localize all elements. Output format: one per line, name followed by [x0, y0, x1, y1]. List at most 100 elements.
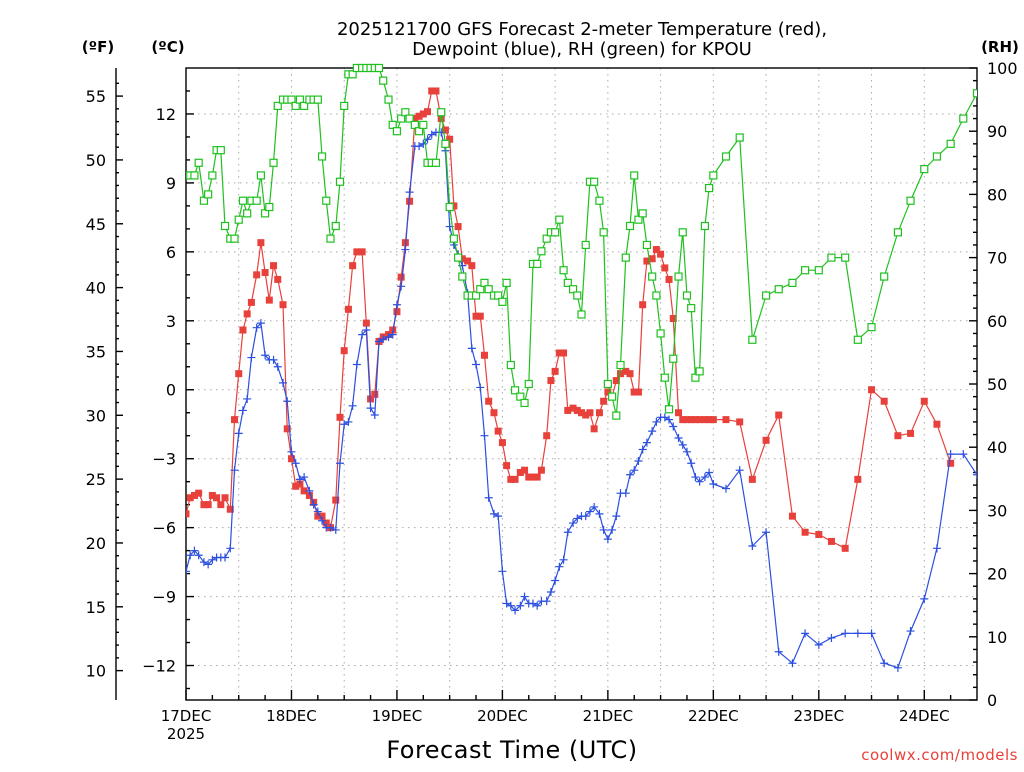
dewpoint-point	[762, 528, 771, 537]
dewpoint-point	[358, 330, 367, 339]
dewpoint-point	[973, 470, 977, 479]
dewpoint-point	[279, 378, 288, 387]
temperature-point	[300, 487, 308, 495]
temperature-point	[490, 409, 498, 417]
rh-point	[520, 398, 529, 408]
dewpoint-point	[384, 332, 393, 341]
temperature-point	[639, 301, 647, 309]
rh-point	[537, 247, 546, 256]
x-tick-label: 24DEC	[899, 707, 950, 725]
temperature-point	[446, 135, 454, 143]
dewpoint-point	[648, 427, 657, 436]
x-tick-label: 17DEC	[161, 707, 212, 725]
rh-point	[559, 266, 568, 275]
dewpoint-point	[467, 344, 476, 353]
rh-tick-label: 60	[987, 312, 1007, 331]
temperature-point	[634, 388, 642, 396]
dewpoint-point	[660, 413, 669, 422]
temperature-point	[213, 494, 221, 502]
temperature-point	[332, 496, 340, 504]
rh-point	[269, 158, 278, 167]
temperature-point	[595, 409, 603, 417]
temperature-point	[578, 409, 585, 417]
dewpoint-point	[516, 601, 525, 610]
dewpoint-point	[634, 456, 643, 465]
rh-point	[630, 171, 639, 180]
rh-point	[682, 291, 692, 300]
x-tick-label: 20DEC	[477, 707, 528, 725]
temperature-point	[648, 255, 656, 263]
dewpoint-point	[595, 509, 604, 518]
celsius-tick-label: 3	[166, 312, 176, 331]
dewpoint-point	[318, 516, 327, 525]
rh-point	[502, 278, 511, 287]
dewpoint-point	[669, 422, 678, 431]
rh-point	[291, 101, 300, 111]
temperature-point	[582, 411, 590, 419]
dewpoint-point	[427, 130, 436, 139]
temperature-point	[358, 248, 366, 256]
plot-frame	[185, 67, 978, 701]
dewpoint-point	[533, 601, 542, 610]
rh-point	[642, 240, 651, 250]
dewpoint-point	[199, 558, 208, 567]
rh-tick-label: 10	[987, 628, 1007, 647]
temperature-point	[279, 301, 287, 309]
temperature-point	[626, 370, 634, 378]
rh-point	[397, 114, 406, 123]
temperature-point	[393, 308, 401, 316]
dewpoint-point	[621, 489, 630, 498]
dewpoint-point	[401, 245, 410, 254]
dewpoint-point	[528, 599, 537, 608]
dewpoint-point	[247, 353, 256, 362]
temperature-point	[665, 275, 673, 283]
rh-point	[634, 215, 643, 224]
rh-point	[419, 120, 428, 129]
rh-point	[480, 278, 489, 287]
temperature-point	[657, 250, 665, 258]
dewpoint-point	[494, 512, 503, 521]
dewpoint-point	[612, 512, 621, 521]
dewpoint-point	[585, 507, 594, 516]
rh-tick-label: 20	[987, 565, 1007, 584]
temperature-point	[947, 459, 955, 467]
dewpoint-point	[581, 512, 590, 521]
rh-point	[208, 171, 217, 180]
rh-point	[533, 259, 542, 269]
celsius-tick-label: −3	[152, 450, 176, 469]
dewpoint-point	[226, 544, 235, 553]
dewpoint-point	[682, 447, 691, 456]
temperature-point	[511, 475, 519, 483]
temperature-point	[696, 416, 704, 424]
temperature-point	[186, 510, 190, 518]
rh-point	[379, 76, 388, 85]
rh-point	[216, 146, 225, 155]
temperature-point	[397, 273, 405, 281]
rh-point	[317, 152, 327, 161]
rh-point	[414, 127, 424, 136]
temperature-point	[498, 439, 506, 447]
dewpoint-point	[506, 601, 515, 610]
dewpoint-point	[678, 440, 687, 449]
rh-point	[687, 304, 696, 313]
rh-point	[458, 272, 467, 281]
temperature-point	[564, 406, 572, 414]
series-line-dewpoint	[186, 131, 977, 669]
rh-tick-label: 0	[987, 691, 997, 710]
rh-point	[256, 171, 265, 180]
dewpoint-point	[498, 567, 507, 576]
rh-point	[542, 234, 551, 243]
series-rh	[186, 63, 977, 420]
dewpoint-point	[472, 360, 481, 369]
dewpoint-point	[392, 300, 401, 309]
dewpoint-point	[405, 188, 414, 197]
dewpoint-point	[269, 355, 278, 364]
dewpoint-point	[590, 502, 599, 511]
temperature-point	[775, 411, 783, 419]
rh-point	[660, 373, 669, 382]
x-tick-label: 21DEC	[583, 707, 634, 725]
dewpoint-point	[194, 551, 203, 560]
temperature-point	[537, 466, 545, 474]
dewpoint-point	[204, 560, 213, 569]
temperature-point	[604, 388, 612, 396]
